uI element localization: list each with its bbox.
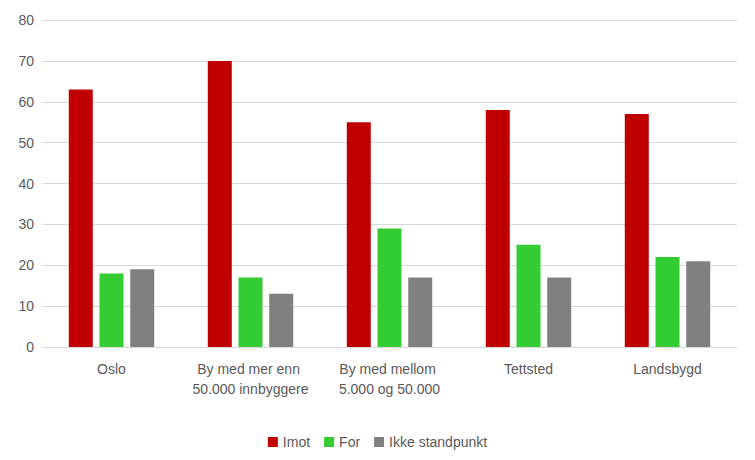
svg-text:40: 40 xyxy=(18,176,34,192)
svg-text:Tettsted: Tettsted xyxy=(504,361,553,377)
svg-text:By med mellom: By med mellom xyxy=(339,361,439,377)
svg-text:5.000 og 50.000: 5.000 og 50.000 xyxy=(339,381,440,397)
svg-text:For: For xyxy=(339,434,360,450)
svg-text:50.000 innbyggere: 50.000 innbyggere xyxy=(193,381,309,397)
svg-text:30: 30 xyxy=(18,216,34,232)
svg-text:10: 10 xyxy=(18,298,34,314)
svg-text:70: 70 xyxy=(18,53,34,69)
svg-text:50: 50 xyxy=(18,135,34,151)
svg-text:0: 0 xyxy=(26,339,34,355)
svg-text:80: 80 xyxy=(18,12,34,28)
svg-text:By med mer enn: By med mer enn xyxy=(197,361,304,377)
svg-text:Imot: Imot xyxy=(283,434,310,450)
svg-text:Oslo: Oslo xyxy=(97,361,126,377)
svg-text:60: 60 xyxy=(18,94,34,110)
svg-text:Landsbygd: Landsbygd xyxy=(633,361,702,377)
svg-text:20: 20 xyxy=(18,257,34,273)
svg-text:Ikke standpunkt: Ikke standpunkt xyxy=(389,434,487,450)
